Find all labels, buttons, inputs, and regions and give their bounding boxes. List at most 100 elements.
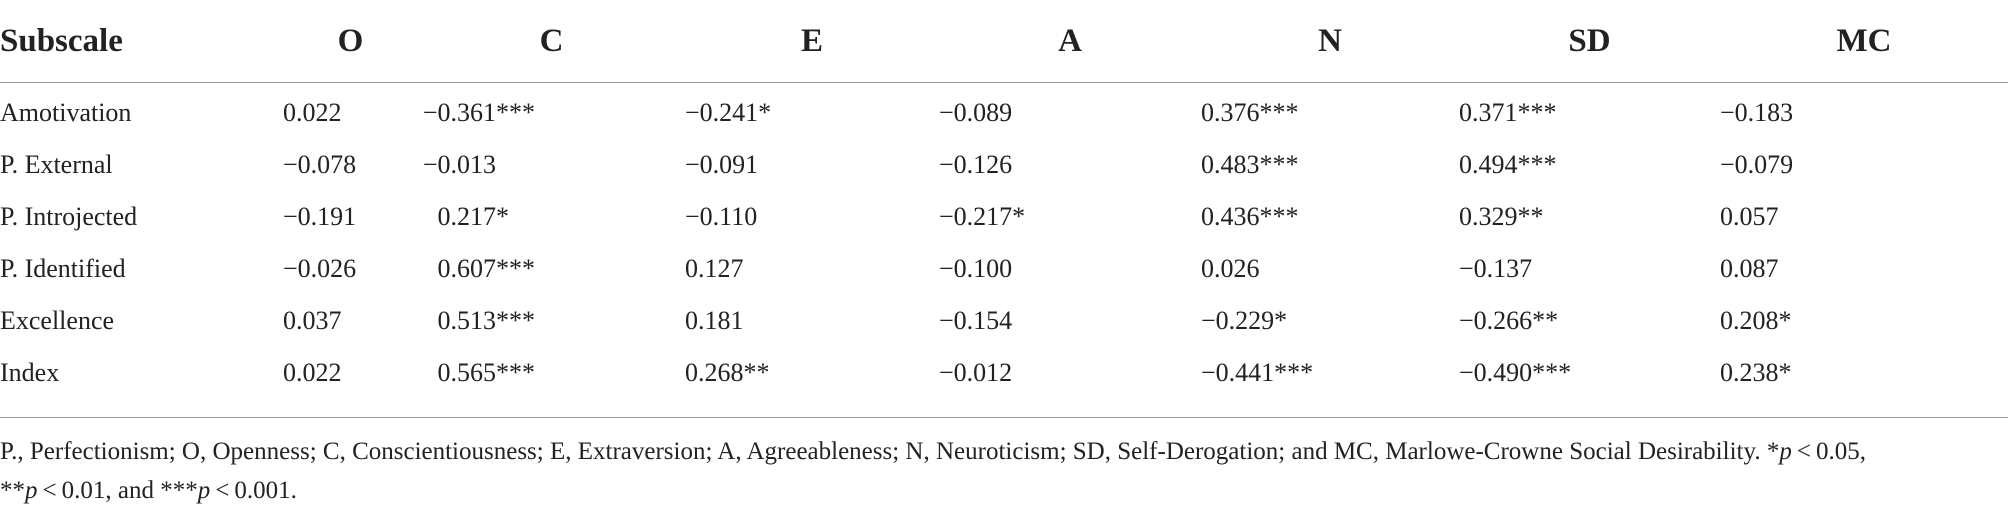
value-a: −0.012 bbox=[939, 358, 1013, 387]
cell-sd: −0.490*** bbox=[1459, 347, 1720, 399]
cell-a: −0.126 bbox=[939, 139, 1201, 191]
footnote-text-5: < 0.001. bbox=[210, 477, 297, 504]
cell-a: −0.089 bbox=[939, 83, 1201, 140]
cell-sd: −0.137 bbox=[1459, 243, 1720, 295]
row-subscale: Excellence bbox=[0, 306, 115, 335]
cell-mc: −0.183 bbox=[1720, 83, 2008, 140]
table-row: Index 0.022 0.565*** 0.268** −0.012 −0.4… bbox=[0, 347, 2008, 399]
value-a: −0.217* bbox=[939, 202, 1026, 231]
cell-c: 0.607*** bbox=[418, 243, 685, 295]
table-row: P. External −0.078 −0.013 −0.091 −0.126 … bbox=[0, 139, 2008, 191]
value-mc: 0.238* bbox=[1720, 358, 1792, 387]
header-n: N bbox=[1201, 0, 1459, 83]
row-subscale: P. Identified bbox=[0, 254, 126, 283]
row-subscale: P. Introjected bbox=[0, 202, 138, 231]
cell-sd: −0.266** bbox=[1459, 295, 1720, 347]
cell-mc: −0.079 bbox=[1720, 139, 2008, 191]
value-e: −0.110 bbox=[685, 202, 758, 231]
cell-c: 0.565*** bbox=[418, 347, 685, 399]
table-bottom-rule bbox=[0, 417, 2008, 418]
cell-c: 0.513*** bbox=[418, 295, 685, 347]
value-mc: −0.079 bbox=[1720, 150, 1794, 179]
cell-a: −0.100 bbox=[939, 243, 1201, 295]
cell-o: −0.191 bbox=[283, 191, 418, 243]
cell-e: −0.241* bbox=[685, 83, 939, 140]
cell-o: 0.022 bbox=[283, 347, 418, 399]
header-c: C bbox=[418, 0, 685, 83]
cell-e: 0.127 bbox=[685, 243, 939, 295]
cell-c: −0.361*** bbox=[418, 83, 685, 140]
cell-a: −0.217* bbox=[939, 191, 1201, 243]
value-o: 0.022 bbox=[283, 358, 342, 387]
header-sd: SD bbox=[1459, 0, 1720, 83]
cell-e: −0.110 bbox=[685, 191, 939, 243]
row-subscale: Amotivation bbox=[0, 98, 132, 127]
footnote-text-4: < 0.01, and *** bbox=[37, 477, 198, 504]
cell-sd: 0.371*** bbox=[1459, 83, 1720, 140]
cell-e: 0.268** bbox=[685, 347, 939, 399]
header-mc: MC bbox=[1720, 0, 2008, 83]
value-n: −0.441*** bbox=[1201, 358, 1314, 387]
cell-n: 0.436*** bbox=[1201, 191, 1459, 243]
value-c: 0.565*** bbox=[437, 358, 536, 387]
cell-n: −0.441*** bbox=[1201, 347, 1459, 399]
value-a: −0.154 bbox=[939, 306, 1013, 335]
value-o: −0.078 bbox=[283, 150, 357, 179]
table-row: Amotivation 0.022 −0.361*** −0.241* −0.0… bbox=[0, 83, 2008, 140]
cell-e: −0.091 bbox=[685, 139, 939, 191]
value-sd: −0.137 bbox=[1459, 254, 1533, 283]
value-a: −0.089 bbox=[939, 98, 1013, 127]
value-sd: 0.371*** bbox=[1459, 98, 1557, 127]
row-subscale: P. External bbox=[0, 150, 113, 179]
value-sd: 0.494*** bbox=[1459, 150, 1557, 179]
value-e: 0.268** bbox=[685, 358, 770, 387]
cell-mc: 0.238* bbox=[1720, 347, 2008, 399]
value-e: −0.241* bbox=[685, 98, 772, 127]
value-n: 0.026 bbox=[1201, 254, 1260, 283]
footnote-text-2: < 0.05, bbox=[1791, 438, 1866, 465]
footnote-text-1: P., Perfectionism; O, Openness; C, Consc… bbox=[0, 438, 1780, 465]
header-subscale: Subscale bbox=[0, 0, 283, 83]
table-body: Amotivation 0.022 −0.361*** −0.241* −0.0… bbox=[0, 83, 2008, 400]
value-c: 0.607*** bbox=[437, 254, 536, 283]
footnote-p-2: p bbox=[25, 477, 38, 504]
value-o: 0.022 bbox=[283, 98, 342, 127]
header-a: A bbox=[939, 0, 1201, 83]
cell-n: −0.229* bbox=[1201, 295, 1459, 347]
cell-o: −0.078 bbox=[283, 139, 418, 191]
value-sd: 0.329** bbox=[1459, 202, 1544, 231]
cell-mc: 0.208* bbox=[1720, 295, 2008, 347]
value-a: −0.126 bbox=[939, 150, 1013, 179]
value-o: −0.191 bbox=[283, 202, 357, 231]
cell-c: −0.013 bbox=[418, 139, 685, 191]
value-n: −0.229* bbox=[1201, 306, 1288, 335]
table-footnote: P., Perfectionism; O, Openness; C, Consc… bbox=[0, 418, 1990, 510]
cell-o: 0.037 bbox=[283, 295, 418, 347]
cell-mc: 0.057 bbox=[1720, 191, 2008, 243]
value-o: 0.037 bbox=[283, 306, 342, 335]
table-row: P. Introjected −0.191 0.217* −0.110 −0.2… bbox=[0, 191, 2008, 243]
correlation-table: Subscale O C E A N SD MC Amotivation 0.0… bbox=[0, 0, 2008, 400]
footnote-p-1: p bbox=[1779, 438, 1792, 465]
value-mc: 0.057 bbox=[1720, 202, 1779, 231]
value-a: −0.100 bbox=[939, 254, 1013, 283]
cell-c: 0.217* bbox=[418, 191, 685, 243]
value-sd: −0.266** bbox=[1459, 306, 1559, 335]
cell-a: −0.154 bbox=[939, 295, 1201, 347]
value-e: −0.091 bbox=[685, 150, 759, 179]
value-c: −0.361*** bbox=[422, 98, 535, 127]
cell-sd: 0.494*** bbox=[1459, 139, 1720, 191]
table-header-row: Subscale O C E A N SD MC bbox=[0, 0, 2008, 83]
row-subscale: Index bbox=[0, 358, 60, 387]
cell-n: 0.376*** bbox=[1201, 83, 1459, 140]
value-n: 0.483*** bbox=[1201, 150, 1299, 179]
value-e: 0.127 bbox=[685, 254, 744, 283]
value-c: 0.217* bbox=[437, 202, 510, 231]
value-c: −0.013 bbox=[422, 150, 496, 179]
cell-sd: 0.329** bbox=[1459, 191, 1720, 243]
value-o: −0.026 bbox=[283, 254, 357, 283]
value-n: 0.376*** bbox=[1201, 98, 1299, 127]
cell-a: −0.012 bbox=[939, 347, 1201, 399]
cell-n: 0.026 bbox=[1201, 243, 1459, 295]
